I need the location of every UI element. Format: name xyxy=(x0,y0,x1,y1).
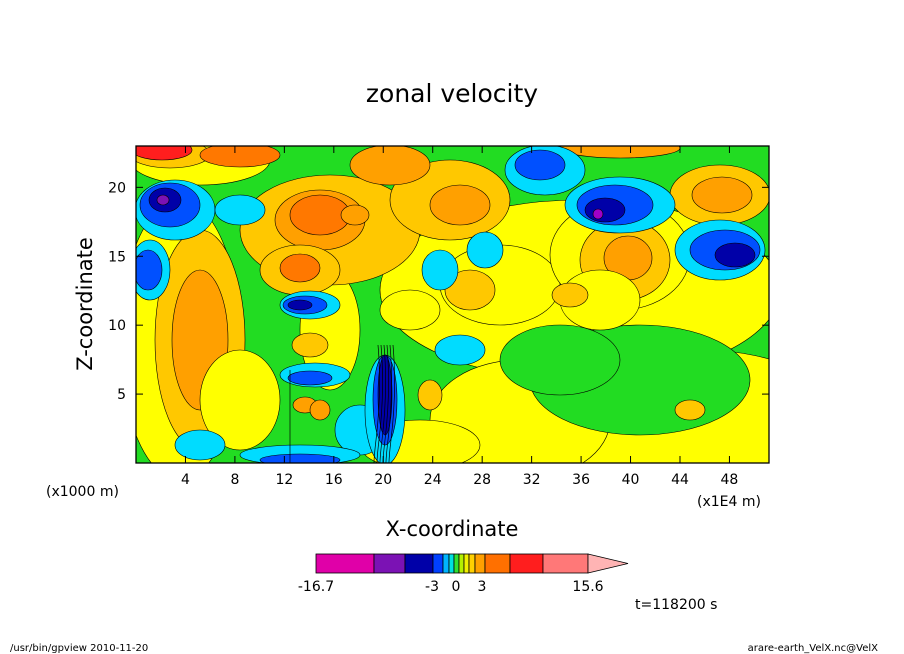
contour-region xyxy=(434,334,486,366)
x-tick-label: 12 xyxy=(275,472,293,488)
x-tick-label: 36 xyxy=(572,472,590,488)
x-tick-label: 8 xyxy=(230,472,239,488)
contour-line xyxy=(382,344,390,463)
contour-region xyxy=(499,324,621,396)
contour-region xyxy=(349,146,431,186)
x-tick-label: 44 xyxy=(671,472,689,488)
contour-line xyxy=(373,344,381,463)
y-tick-label: 10 xyxy=(108,318,126,334)
contour-line xyxy=(385,344,393,463)
colorbar-segment xyxy=(468,553,476,574)
contour-region xyxy=(714,242,756,268)
contour-region xyxy=(691,176,753,214)
x-tick-label: 4 xyxy=(181,472,190,488)
contour-region xyxy=(287,370,333,386)
contour-region xyxy=(444,269,496,311)
contour-region xyxy=(674,399,706,421)
colorbar-labels: -16.7 -3 0 3 15.6 xyxy=(298,579,604,595)
x-tick-label: 20 xyxy=(374,472,392,488)
x-axis: 4 8 12 16 20 24 28 32 36 40 44 48 xyxy=(181,146,738,488)
footer-left: /usr/bin/gpview 2010-11-20 xyxy=(10,643,148,654)
colorbar-segment xyxy=(373,553,406,574)
contour-region xyxy=(291,332,329,358)
contour-region xyxy=(136,249,163,291)
y-axis: 5 10 15 20 xyxy=(108,180,769,403)
x-tick-label: 48 xyxy=(721,472,739,488)
contour-region xyxy=(199,349,281,451)
y-tick-label: 5 xyxy=(117,387,126,403)
colorbar-extend-arrow xyxy=(587,553,629,574)
contour-region xyxy=(156,194,170,206)
colorbar-label: 3 xyxy=(478,579,487,595)
colorbar-segment xyxy=(453,553,460,574)
colorbar-segment xyxy=(474,553,486,574)
contour-region xyxy=(417,379,443,411)
y-unit-label: (x1000 m) xyxy=(46,484,119,500)
contour-region xyxy=(214,194,266,226)
y-axis-title: Z-coordinate xyxy=(73,237,97,371)
colorbar-segment xyxy=(509,553,544,574)
colorbar-segment xyxy=(432,553,444,574)
x-axis-title: X-coordinate xyxy=(386,517,519,541)
colorbar-label: -3 xyxy=(425,579,439,595)
contour-region xyxy=(559,146,681,159)
contour-region xyxy=(340,204,370,226)
x-unit-label: (x1E4 m) xyxy=(697,494,761,510)
colorbar-segment xyxy=(458,553,465,574)
contour-region xyxy=(287,299,313,311)
contour-region xyxy=(379,289,441,331)
contour-region xyxy=(584,197,626,223)
colorbar-segment xyxy=(542,553,589,574)
contour-region xyxy=(592,208,604,220)
contour-region xyxy=(466,231,504,269)
contour-region xyxy=(551,282,589,308)
contour-region xyxy=(279,253,321,283)
footer-right: arare-earth_VelX.nc@VelX xyxy=(748,643,879,654)
contour-region xyxy=(429,184,491,226)
x-tick-label: 16 xyxy=(325,472,343,488)
colorbar-label: 0 xyxy=(452,579,461,595)
contour-field xyxy=(136,146,769,463)
x-tick-label: 32 xyxy=(523,472,541,488)
colorbar-segment xyxy=(448,553,455,574)
contour-line xyxy=(388,344,396,463)
x-tick-label: 28 xyxy=(473,472,491,488)
colorbar-segment xyxy=(442,553,450,574)
contour-region xyxy=(309,399,331,421)
y-tick-label: 15 xyxy=(108,249,126,265)
plot-frame xyxy=(135,145,770,464)
colorbar-segment xyxy=(404,553,434,574)
chart-title: zonal velocity xyxy=(366,79,538,108)
contour-region xyxy=(514,149,566,181)
contour-region xyxy=(136,146,193,161)
contour-line xyxy=(376,344,384,463)
colorbar-segment xyxy=(484,553,511,574)
contour-region xyxy=(174,429,226,461)
colorbar-label: 15.6 xyxy=(572,579,603,595)
colorbar-segment xyxy=(315,553,375,574)
colorbar xyxy=(315,553,629,574)
x-tick-label: 24 xyxy=(424,472,442,488)
x-tick-label: 40 xyxy=(622,472,640,488)
colorbar-segment xyxy=(463,553,470,574)
time-label: t=118200 s xyxy=(635,597,717,613)
contour-region xyxy=(259,453,341,463)
y-tick-label: 20 xyxy=(108,180,126,196)
colorbar-label: -16.7 xyxy=(298,579,334,595)
contour-region xyxy=(199,146,281,168)
contour-region xyxy=(421,249,459,291)
contour-line xyxy=(379,344,387,463)
